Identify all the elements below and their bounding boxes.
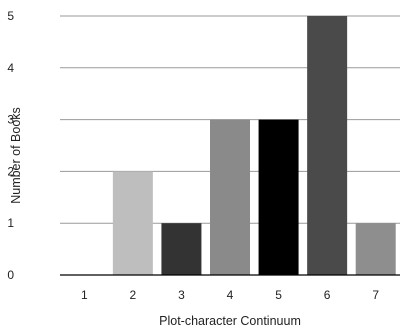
x-axis-title: Plot-character Continuum xyxy=(159,314,301,328)
x-tick-label: 1 xyxy=(81,288,88,302)
y-tick-label: 4 xyxy=(7,61,14,75)
bar-5 xyxy=(258,119,299,275)
x-tick-label: 2 xyxy=(130,288,137,302)
x-tick-label: 6 xyxy=(324,288,331,302)
x-tick-label: 3 xyxy=(178,288,185,302)
y-tick-label: 0 xyxy=(7,268,14,282)
x-tick-label: 5 xyxy=(275,288,282,302)
x-tick-label: 7 xyxy=(372,288,379,302)
bar-7 xyxy=(355,223,396,275)
y-axis-title: Number of Books xyxy=(9,107,23,204)
bar-4 xyxy=(210,119,250,275)
y-tick-label: 2 xyxy=(7,164,14,178)
bars xyxy=(112,16,396,275)
y-tick-labels: 0 1 2 3 4 5 xyxy=(7,9,14,282)
x-tick-labels: 1 2 3 4 5 6 7 xyxy=(81,288,379,302)
bar-2 xyxy=(112,171,153,275)
x-tick-label: 4 xyxy=(227,288,234,302)
bar-6 xyxy=(307,16,348,275)
y-tick-label: 3 xyxy=(7,113,14,127)
bar-3 xyxy=(161,223,202,275)
y-tick-label: 5 xyxy=(7,9,14,23)
y-tick-label: 1 xyxy=(7,216,14,230)
